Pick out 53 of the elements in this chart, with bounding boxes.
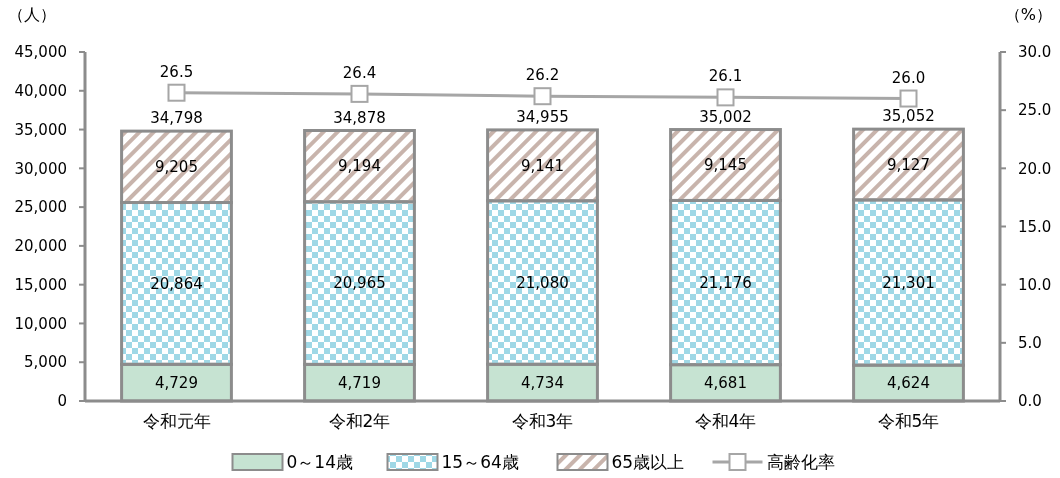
data-label: 21,176 xyxy=(699,273,752,292)
legend-label: 0～14歳 xyxy=(286,451,353,472)
legend-label: 65歳以上 xyxy=(611,451,685,472)
data-label: 9,141 xyxy=(521,156,564,175)
data-label: 9,205 xyxy=(155,158,198,177)
total-label: 34,878 xyxy=(333,108,386,127)
y2-axis-title: （%） xyxy=(1004,5,1052,24)
data-label: 9,127 xyxy=(887,155,930,174)
data-label: 26.4 xyxy=(342,63,377,82)
x-tick-label: 令和2年 xyxy=(328,411,391,431)
data-label: 4,681 xyxy=(704,374,747,393)
data-label: 9,145 xyxy=(704,156,747,175)
x-tick-label: 令和5年 xyxy=(877,411,940,431)
data-label: 20,864 xyxy=(150,274,203,293)
x-tick-label: 令和3年 xyxy=(511,411,574,431)
data-label: 21,301 xyxy=(882,273,935,292)
x-tick-label: 令和元年 xyxy=(142,411,211,431)
data-label: 26.0 xyxy=(891,68,926,87)
total-label: 35,052 xyxy=(882,107,935,126)
y-tick-label: 35,000 xyxy=(14,120,67,139)
y2-tick-label: 20.0 xyxy=(1018,159,1052,178)
y-tick-label: 40,000 xyxy=(14,82,67,101)
legend-label: 15～64歳 xyxy=(441,451,519,472)
total-label: 35,002 xyxy=(699,107,752,126)
y-tick-label: 45,000 xyxy=(14,43,67,62)
y-axis-title: （人） xyxy=(8,5,56,24)
data-label: 26.5 xyxy=(159,62,194,81)
total-label: 34,798 xyxy=(150,109,203,128)
y2-tick-label: 25.0 xyxy=(1018,101,1052,120)
data-label: 4,734 xyxy=(521,373,564,392)
y-tick-label: 25,000 xyxy=(14,198,67,217)
x-tick-label: 令和4年 xyxy=(694,411,757,431)
data-label: 26.1 xyxy=(708,67,743,86)
data-label: 4,719 xyxy=(338,373,381,392)
data-label: 21,080 xyxy=(516,273,569,292)
y-tick-label: 20,000 xyxy=(14,237,67,256)
data-label: 4,624 xyxy=(887,374,930,393)
y2-tick-label: 0.0 xyxy=(1018,392,1042,411)
y2-tick-label: 10.0 xyxy=(1018,275,1052,294)
data-label: 4,729 xyxy=(155,373,198,392)
data-label: 20,965 xyxy=(333,274,386,293)
y-tick-label: 15,000 xyxy=(14,275,67,294)
total-label: 34,955 xyxy=(516,107,569,126)
y2-tick-label: 30.0 xyxy=(1018,43,1052,62)
y-tick-label: 0 xyxy=(57,392,67,411)
legend-label: 高齢化率 xyxy=(766,451,835,472)
y2-tick-label: 5.0 xyxy=(1018,334,1042,353)
data-label: 9,194 xyxy=(338,157,381,176)
y-tick-label: 10,000 xyxy=(14,314,67,333)
y-tick-label: 5,000 xyxy=(24,353,67,372)
data-label: 26.2 xyxy=(525,66,560,85)
y-tick-label: 30,000 xyxy=(14,159,67,178)
y2-tick-label: 15.0 xyxy=(1018,217,1052,236)
